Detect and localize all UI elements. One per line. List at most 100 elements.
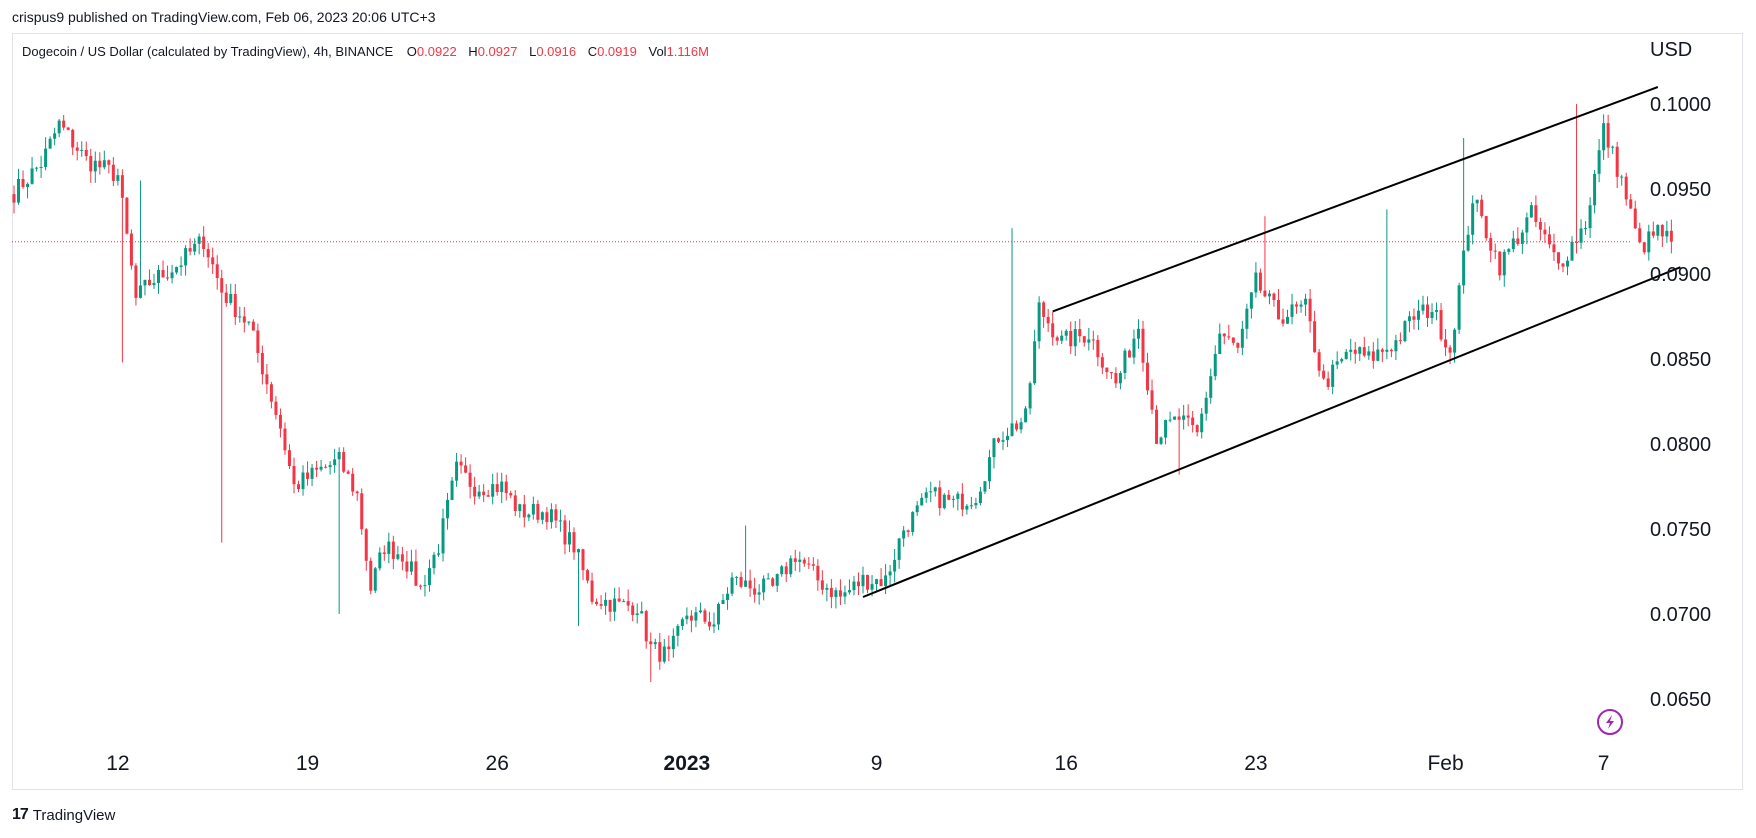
- candle: [676, 624, 680, 647]
- candle-body: [1669, 230, 1673, 242]
- trendline-channel-lower[interactable]: [862, 266, 1681, 598]
- candle-body: [1633, 208, 1637, 229]
- candle: [807, 557, 811, 570]
- candle: [21, 170, 25, 189]
- candle: [30, 157, 34, 185]
- candle-body: [604, 599, 608, 606]
- candle-body: [766, 578, 770, 580]
- candle: [640, 601, 644, 614]
- candle: [1127, 349, 1131, 358]
- candle-body: [1295, 304, 1299, 307]
- candle-body: [1118, 372, 1122, 384]
- candle: [1222, 333, 1226, 345]
- candle-body: [1525, 217, 1529, 233]
- x-tick-label: 12: [106, 752, 129, 775]
- candle-body: [1213, 353, 1217, 377]
- candle: [1073, 320, 1077, 356]
- candle-body: [1511, 238, 1515, 250]
- open-value: 0.0922: [416, 44, 457, 59]
- candle: [1371, 342, 1375, 369]
- candle: [802, 557, 806, 567]
- candle: [879, 568, 883, 587]
- candle-body: [762, 578, 766, 593]
- candle-body: [418, 585, 422, 587]
- symbol-description[interactable]: Dogecoin / US Dollar (calculated by Trad…: [22, 44, 394, 59]
- candle-body: [71, 129, 75, 148]
- candle-body: [829, 587, 833, 598]
- candle: [707, 611, 711, 631]
- y-tick-label: 0.0950: [1650, 179, 1711, 201]
- candle: [1263, 216, 1267, 298]
- candle: [405, 550, 409, 579]
- candle-body: [1593, 173, 1597, 206]
- candle-body: [915, 505, 919, 513]
- candle: [152, 273, 156, 289]
- candle-body: [920, 497, 924, 506]
- trendline-channel-upper[interactable]: [1052, 86, 1659, 313]
- candle: [838, 579, 842, 606]
- candle: [1480, 194, 1484, 219]
- candle-body: [1245, 308, 1249, 329]
- x-tick-label: 23: [1244, 752, 1267, 775]
- candle: [626, 589, 630, 612]
- candle: [269, 381, 273, 409]
- candle-body: [969, 505, 973, 507]
- candle: [138, 180, 142, 299]
- candle-body: [784, 566, 788, 575]
- candle: [1114, 367, 1118, 388]
- candle-body: [21, 178, 25, 188]
- candle-body: [586, 570, 590, 581]
- candle: [1042, 300, 1046, 328]
- candle: [468, 464, 472, 499]
- close-label: C: [587, 44, 598, 59]
- candle-body: [464, 465, 468, 473]
- candle: [1629, 193, 1633, 209]
- candle: [319, 459, 323, 472]
- candle-body: [455, 461, 459, 481]
- candle-body: [1267, 293, 1271, 297]
- candle-body: [1620, 176, 1624, 178]
- candle: [924, 487, 928, 503]
- candle-body: [1466, 234, 1470, 251]
- candle: [847, 579, 851, 595]
- candle: [215, 255, 219, 290]
- candles-group: [12, 104, 1673, 682]
- candle: [455, 452, 459, 487]
- candle-body: [726, 593, 730, 601]
- candle-body: [423, 585, 427, 587]
- candle: [500, 472, 504, 504]
- candle: [1281, 308, 1285, 327]
- candle: [753, 577, 757, 603]
- candle: [355, 490, 359, 501]
- candle: [44, 137, 48, 171]
- candle: [956, 491, 960, 511]
- candle: [965, 503, 969, 515]
- candle-body: [193, 243, 197, 252]
- candle: [328, 461, 332, 475]
- candle-body: [310, 467, 314, 479]
- candle: [84, 141, 88, 161]
- candle-body: [866, 574, 870, 590]
- candle: [522, 494, 526, 528]
- candle-body: [1240, 328, 1244, 348]
- candle-body: [80, 149, 84, 151]
- candle-body: [1105, 367, 1109, 373]
- candle: [996, 437, 1000, 444]
- candle: [730, 572, 734, 597]
- candle: [1547, 226, 1551, 249]
- tradingview-footer-logo[interactable]: 17 TradingView: [12, 806, 115, 824]
- y-tick-label: 0.0700: [1650, 604, 1711, 626]
- candle-body: [364, 529, 368, 561]
- candle-body: [974, 502, 978, 506]
- candle: [1299, 300, 1303, 313]
- candle: [1037, 296, 1041, 349]
- overlays-group: [12, 86, 1681, 598]
- candle-body: [202, 236, 206, 250]
- candle: [884, 564, 888, 595]
- candle: [599, 595, 603, 610]
- candle-body: [1258, 272, 1262, 291]
- candle: [446, 492, 450, 530]
- alert-lightning-icon[interactable]: [1597, 709, 1623, 735]
- candle-body: [798, 559, 802, 562]
